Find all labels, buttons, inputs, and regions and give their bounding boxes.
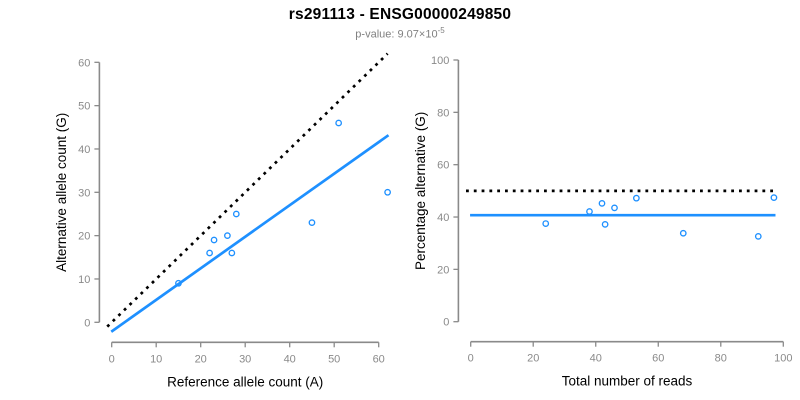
y-axis-title: Alternative allele count (G): [54, 113, 69, 272]
y-axis-tick-label: 20: [78, 231, 90, 243]
data-point: [679, 229, 687, 237]
fit-line: [110, 134, 390, 333]
x-axis-title: Reference allele count (A): [167, 374, 323, 389]
x-axis-tick-label: 100: [774, 353, 792, 365]
y-axis-tick-label: 60: [437, 160, 449, 172]
data-point: [611, 204, 618, 212]
x-axis-tick-label: 50: [328, 353, 340, 365]
data-point: [542, 220, 550, 227]
identity-line: [106, 52, 389, 328]
data-point: [175, 279, 182, 287]
data-point: [601, 220, 609, 228]
pvalue-text: p-value: 9.07×10: [355, 28, 438, 41]
data-point: [232, 210, 240, 218]
data-point: [228, 249, 236, 257]
allele-count-plot: 0 10 20 30 40 50 60 0 10 20 30 40 50 60 Reference alle…: [54, 52, 391, 389]
data-point: [754, 233, 762, 240]
y-axis-tick-label: 50: [78, 101, 90, 113]
x-axis-tick-label: 0: [468, 353, 474, 365]
y-axis-tick-label: 40: [437, 212, 449, 224]
x-axis-tick-label: 60: [373, 353, 385, 365]
x-axis-tick-label: 60: [652, 353, 664, 365]
y-axis-tick-label: 30: [78, 187, 90, 199]
x-axis-tick-label: 30: [239, 353, 251, 365]
data-point: [598, 200, 606, 207]
data-point: [384, 188, 391, 196]
y-axis-tick-label: 40: [78, 144, 90, 156]
pvalue-subtitle: p-value: 9.07×10-5: [0, 26, 800, 41]
y-axis-tick-label: 80: [437, 107, 449, 119]
data-point: [308, 219, 316, 227]
y-axis-tick-label: 10: [78, 274, 90, 286]
x-axis-tick-label: 80: [715, 353, 727, 365]
y-axis-tick-label: 60: [78, 57, 90, 69]
pvalue-exponent: -5: [437, 26, 445, 35]
data-point: [633, 194, 640, 202]
x-axis-tick-label: 40: [284, 353, 296, 365]
data-point: [335, 119, 343, 127]
data-point: [210, 236, 218, 244]
y-axis-tick-label: 20: [437, 264, 449, 276]
x-axis-title: Total number of reads: [562, 374, 693, 389]
y-axis-tick-label: 100: [431, 55, 449, 67]
percentage-plot: 0 20 40 60 80 100 0 20 40 60 80 100 Total number of …: [413, 55, 792, 389]
x-axis-tick-label: 0: [109, 353, 115, 365]
x-axis-tick-label: 20: [195, 353, 207, 365]
x-axis-tick-label: 40: [590, 353, 602, 365]
x-axis-tick-label: 10: [150, 353, 162, 365]
y-axis-tick-label: 0: [443, 317, 449, 329]
y-axis-tick-label: 0: [84, 317, 90, 329]
data-point: [586, 208, 593, 215]
x-axis-tick-label: 20: [527, 353, 539, 365]
figure-title: rs291113 - ENSG00000249850: [288, 6, 512, 23]
data-point: [770, 194, 778, 202]
data-point: [224, 232, 231, 240]
y-axis-title: Percentage alternative (G): [413, 112, 428, 270]
data-point: [206, 249, 213, 257]
